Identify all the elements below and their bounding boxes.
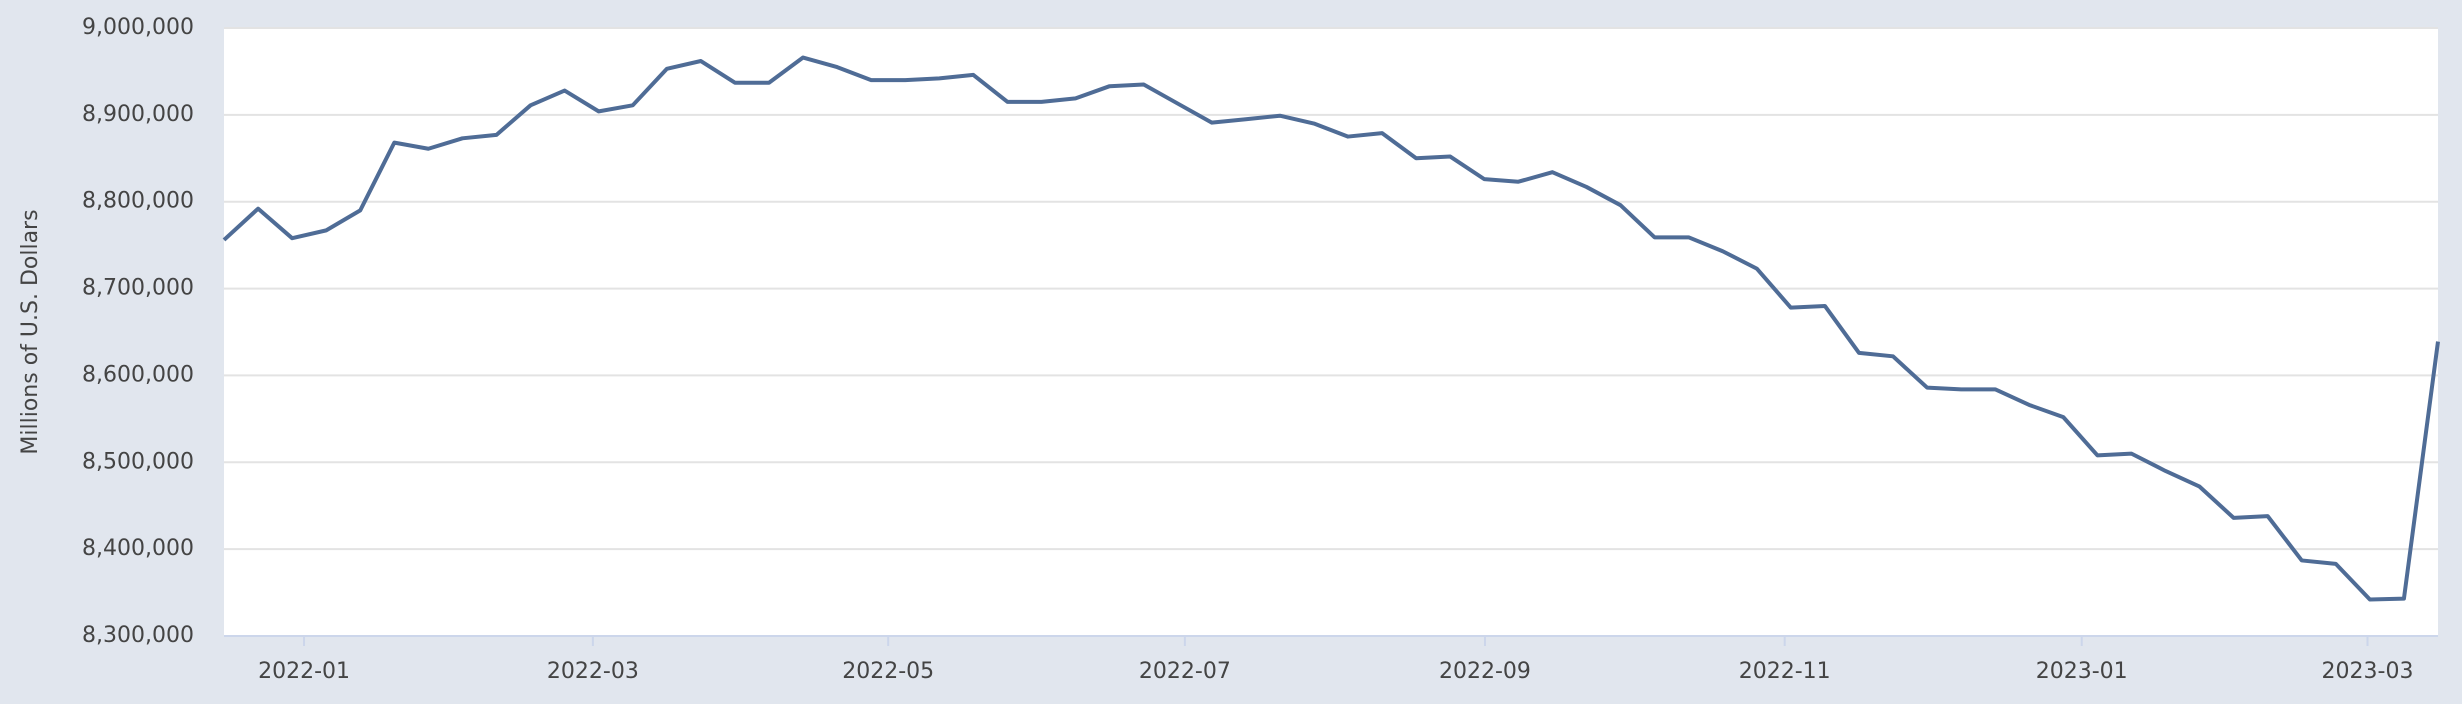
- x-tick-label: 2022-01: [258, 659, 350, 684]
- x-tick-label: 2023-01: [2036, 659, 2128, 684]
- y-tick-label: 8,700,000: [82, 276, 194, 301]
- y-tick-label: 8,400,000: [82, 536, 194, 561]
- x-tick-label: 2022-05: [842, 659, 934, 684]
- x-tick-label: 2023-03: [2322, 659, 2414, 684]
- y-axis-label: Millions of U.S. Dollars: [18, 209, 43, 454]
- y-tick-label: 9,000,000: [82, 15, 194, 40]
- x-tick-label: 2022-09: [1439, 659, 1531, 684]
- x-tick-label: 2022-07: [1139, 659, 1231, 684]
- y-tick-label: 8,300,000: [82, 623, 194, 648]
- y-tick-label: 8,500,000: [82, 449, 194, 474]
- x-tick-label: 2022-11: [1739, 659, 1831, 684]
- data-line: [222, 55, 2440, 602]
- y-tick-label: 8,800,000: [82, 189, 194, 214]
- plot-area: [224, 28, 2438, 636]
- y-tick-label: 8,600,000: [82, 362, 194, 387]
- x-tick-label: 2022-03: [547, 659, 639, 684]
- y-tick-label: 8,900,000: [82, 102, 194, 127]
